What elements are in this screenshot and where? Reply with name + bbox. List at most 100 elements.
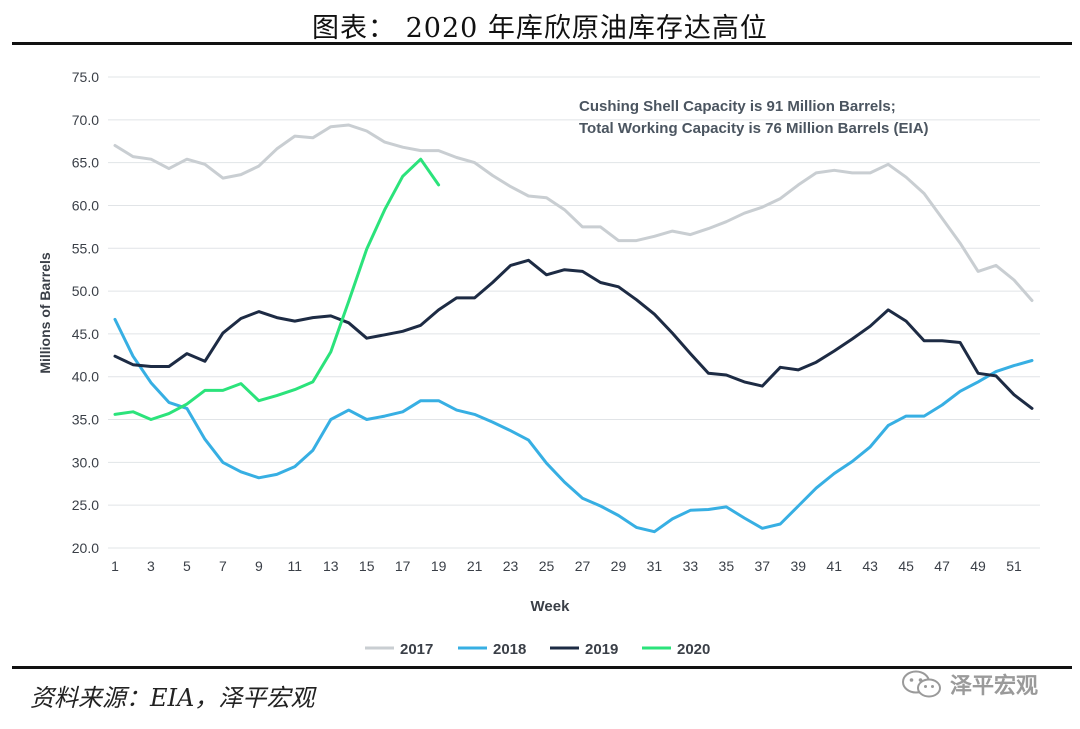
data-point-2018 <box>293 465 296 468</box>
x-tick-label: 17 <box>395 558 411 574</box>
x-tick-label: 41 <box>826 558 842 574</box>
data-point-2019 <box>473 296 476 299</box>
data-point-2019 <box>167 365 170 368</box>
data-point-2017 <box>185 158 188 161</box>
data-point-2017 <box>401 146 404 149</box>
series-line-2017 <box>113 123 1034 302</box>
data-point-2018 <box>743 517 746 520</box>
data-point-2017 <box>167 167 170 170</box>
data-point-2019 <box>311 316 314 319</box>
data-point-2018 <box>851 460 854 463</box>
data-point-2018 <box>977 380 980 383</box>
data-point-2018 <box>761 527 764 530</box>
data-point-2019 <box>293 320 296 323</box>
x-tick-label: 3 <box>147 558 155 574</box>
data-point-2019 <box>959 341 962 344</box>
series-line-2019 <box>113 258 1034 410</box>
data-point-2018 <box>581 497 584 500</box>
data-point-2017 <box>635 239 638 242</box>
data-point-2017 <box>473 161 476 164</box>
data-point-2018 <box>725 505 728 508</box>
data-point-2018 <box>707 508 710 511</box>
legend: 2017 2018 2019 2020 <box>365 641 710 658</box>
x-tick-label: 43 <box>862 558 878 574</box>
y-tick-label: 50.0 <box>72 283 99 299</box>
x-tick-label: 27 <box>575 558 591 574</box>
data-point-2018 <box>185 407 188 410</box>
data-point-2018 <box>149 381 152 384</box>
data-point-2018 <box>114 318 117 321</box>
data-point-2019 <box>941 339 944 342</box>
data-point-2019 <box>131 363 134 366</box>
data-point-2017 <box>293 135 296 138</box>
y-tick-label: 70.0 <box>72 112 99 128</box>
data-point-2018 <box>401 410 404 413</box>
x-tick-label: 33 <box>683 558 699 574</box>
data-point-2017 <box>617 239 620 242</box>
data-point-2019 <box>419 324 422 327</box>
data-point-2020 <box>311 380 314 383</box>
data-point-2017 <box>815 171 818 174</box>
data-point-2019 <box>905 320 908 323</box>
data-point-2017 <box>743 212 746 215</box>
data-point-2020 <box>365 248 368 251</box>
data-point-2018 <box>527 439 530 442</box>
data-point-2017 <box>833 169 836 172</box>
data-point-2017 <box>797 183 800 186</box>
x-tick-label: 39 <box>790 558 806 574</box>
data-point-2019 <box>545 273 548 276</box>
data-point-2017 <box>437 149 440 152</box>
data-point-2018 <box>239 470 242 473</box>
data-point-2017 <box>779 197 782 200</box>
x-tick-label: 51 <box>1006 558 1022 574</box>
data-point-2017 <box>671 230 674 233</box>
data-point-2018 <box>869 445 872 448</box>
data-point-2019 <box>527 259 530 262</box>
grid-lines <box>108 76 1040 549</box>
data-point-2019 <box>581 270 584 273</box>
data-point-2018 <box>671 517 674 520</box>
data-point-2020 <box>203 389 206 392</box>
data-point-2017 <box>869 171 872 174</box>
data-point-2017 <box>977 270 980 273</box>
data-point-2017 <box>689 233 692 236</box>
data-point-2020 <box>185 403 188 406</box>
data-point-2017 <box>455 156 458 159</box>
data-point-2018 <box>797 505 800 508</box>
data-point-2019 <box>671 332 674 335</box>
data-point-2018 <box>365 418 368 421</box>
data-point-2020 <box>401 175 404 178</box>
annotation-line-1: Cushing Shell Capacity is 91 Million Bar… <box>579 98 896 115</box>
x-tick-label: 47 <box>934 558 950 574</box>
watermark: 泽平宏观 <box>900 668 1038 700</box>
data-point-2018 <box>1013 364 1016 367</box>
x-tick-label: 11 <box>288 558 303 574</box>
data-point-2019 <box>761 385 764 388</box>
data-point-2018 <box>653 530 656 533</box>
x-tick-label: 7 <box>219 558 227 574</box>
data-point-2020 <box>383 208 386 211</box>
data-point-2019 <box>221 332 224 335</box>
data-point-2017 <box>995 264 998 267</box>
data-point-2017 <box>329 125 332 128</box>
data-point-2017 <box>347 123 350 126</box>
x-axis-ticks: 1 3 5 7 9 11 13 15 17 19 21 23 25 27 29 31 33 35 37 39 41 43 4… <box>111 558 1022 574</box>
data-point-2018 <box>923 415 926 418</box>
data-point-2017 <box>725 220 728 223</box>
data-point-2018 <box>959 390 962 393</box>
y-tick-label: 25.0 <box>72 497 99 513</box>
data-point-2018 <box>563 481 566 484</box>
data-point-2017 <box>203 163 206 166</box>
data-point-2018 <box>383 415 386 418</box>
data-point-2019 <box>797 368 800 371</box>
data-point-2018 <box>203 438 206 441</box>
data-point-2019 <box>869 325 872 328</box>
legend-label-2019: 2019 <box>585 641 618 658</box>
x-tick-label: 15 <box>359 558 375 574</box>
data-point-2019 <box>185 352 188 355</box>
legend-label-2020: 2020 <box>677 641 710 658</box>
data-point-2019 <box>365 337 368 340</box>
data-point-2017 <box>887 163 890 166</box>
data-point-2017 <box>941 217 944 220</box>
data-point-2019 <box>995 374 998 377</box>
